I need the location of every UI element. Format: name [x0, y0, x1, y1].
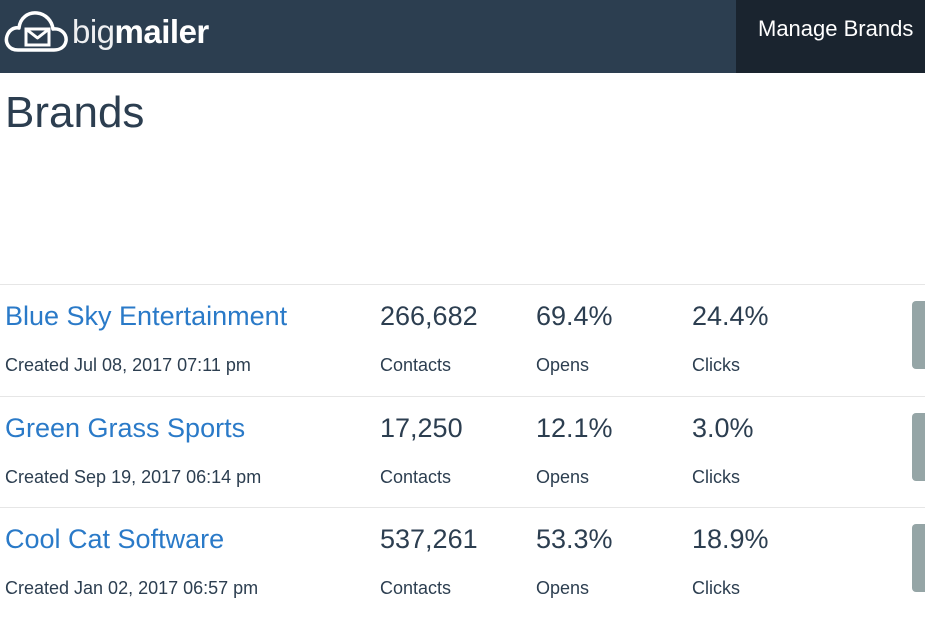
opens-label: Opens [536, 578, 590, 598]
brand-link[interactable]: Green Grass Sports [5, 413, 246, 443]
cloud-mail-icon [4, 11, 68, 52]
opens-label: Opens [536, 467, 590, 487]
nav-item-manage-brands[interactable] [736, 0, 925, 73]
brand-row: Blue Sky Entertainment Created Jul 08, 2… [0, 284, 925, 396]
logo[interactable]: bigmailer [4, 6, 209, 56]
opens-rate: 53.3% [536, 524, 613, 554]
clicks-rate: 24.4% [692, 301, 769, 331]
clicks-label: Clicks [692, 578, 740, 598]
clicks-rate: 3.0% [692, 413, 754, 443]
nav-item-manage-brands-label[interactable]: Manage Brands [758, 16, 914, 41]
brand-link[interactable]: Blue Sky Entertainment [5, 301, 288, 331]
logo-text-mailer: mailer [114, 12, 210, 50]
contacts-count: 537,261 [380, 524, 478, 554]
brand-row: Green Grass Sports Created Sep 19, 2017 … [0, 396, 925, 508]
brand-action-button[interactable] [912, 413, 925, 481]
logo-text: bigmailer [72, 15, 209, 48]
contacts-label: Contacts [380, 355, 452, 375]
contacts-count: 266,682 [380, 301, 478, 331]
brand-link[interactable]: Cool Cat Software [5, 524, 225, 554]
clicks-label: Clicks [692, 467, 740, 487]
brand-action-button[interactable] [912, 301, 925, 369]
opens-label: Opens [536, 355, 590, 375]
contacts-count: 17,250 [380, 413, 463, 443]
clicks-rate: 18.9% [692, 524, 769, 554]
brand-created-date: Created Jan 02, 2017 06:57 pm [5, 578, 259, 598]
contacts-label: Contacts [380, 467, 452, 487]
opens-rate: 12.1% [536, 413, 613, 443]
top-navbar: bigmailer Manage Brands [0, 0, 925, 73]
clicks-label: Clicks [692, 355, 740, 375]
contacts-label: Contacts [380, 578, 452, 598]
brand-row: Cool Cat Software Created Jan 02, 2017 0… [0, 507, 925, 617]
brand-created-date: Created Sep 19, 2017 06:14 pm [5, 467, 262, 487]
page-title: Brands [5, 88, 145, 137]
logo-text-big: big [72, 12, 115, 50]
brand-action-button[interactable] [912, 524, 925, 592]
opens-rate: 69.4% [536, 301, 613, 331]
brand-created-date: Created Jul 08, 2017 07:11 pm [5, 355, 251, 375]
